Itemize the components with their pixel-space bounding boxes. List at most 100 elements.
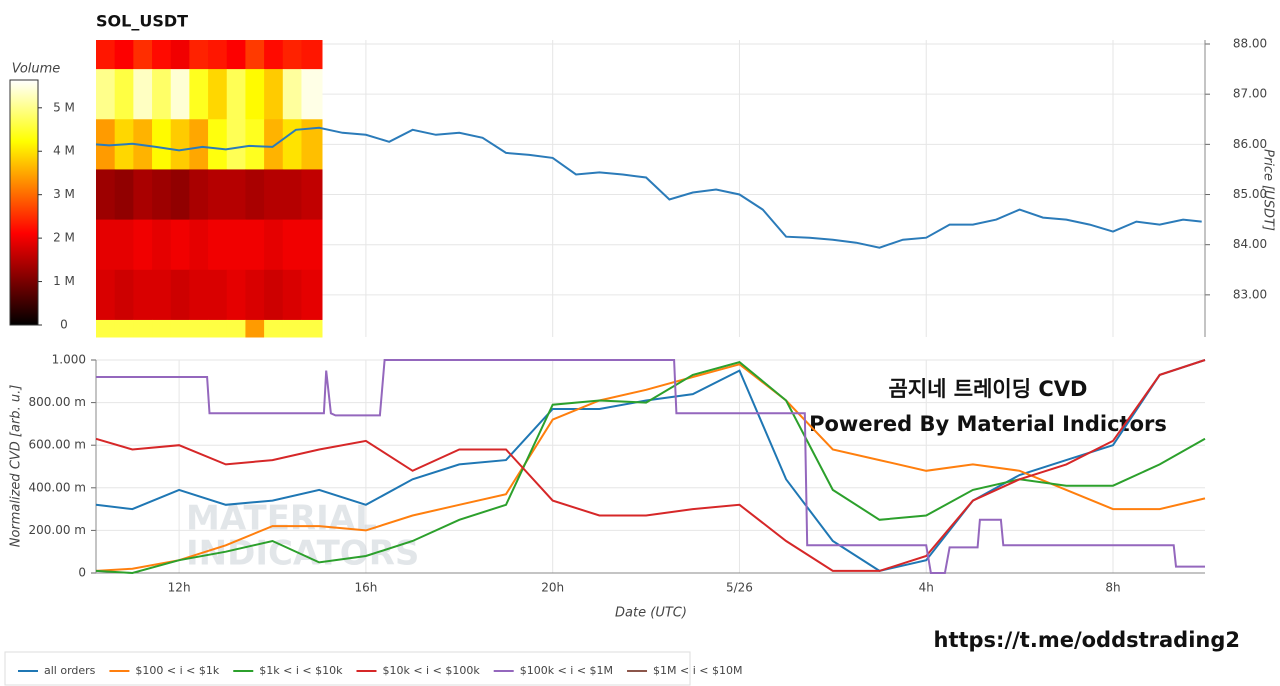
heatmap-cell bbox=[170, 319, 190, 338]
colorbar-tick-label: 1 M bbox=[53, 274, 75, 288]
heatmap-cell bbox=[152, 169, 172, 221]
legend-label: $10k < i < $100k bbox=[382, 664, 480, 677]
heatmap-cell bbox=[114, 319, 134, 338]
heatmap-cell bbox=[114, 219, 134, 271]
link[interactable]: https://t.me/oddstrading2 bbox=[934, 628, 1241, 652]
heatmap-cell bbox=[96, 319, 116, 338]
heatmap-cell bbox=[245, 219, 265, 271]
heatmap-cell bbox=[264, 69, 284, 120]
heatmap-cell bbox=[226, 319, 246, 338]
colorbar-title: Volume bbox=[12, 62, 61, 77]
heatmap-cell bbox=[114, 40, 134, 70]
heatmap-cell bbox=[208, 269, 228, 321]
heatmap-cell bbox=[301, 319, 323, 338]
legend bbox=[4, 651, 691, 686]
colorbar-tick-label: 0 bbox=[60, 318, 68, 332]
heatmap-cell bbox=[208, 169, 228, 221]
heatmap-cell bbox=[133, 40, 153, 70]
heatmap-cell bbox=[152, 119, 172, 170]
heatmap-cell bbox=[96, 269, 116, 321]
y-tick-label: 86.00 bbox=[1233, 137, 1267, 151]
heatmap-cell bbox=[96, 40, 116, 70]
heatmap-cell bbox=[301, 269, 323, 321]
heatmap-cell bbox=[170, 269, 190, 321]
heatmap-cell bbox=[226, 119, 246, 170]
colorbar-tick-label: 3 M bbox=[53, 187, 75, 201]
heatmap-cell bbox=[264, 219, 284, 271]
y-axis-label: Normalized CVD [arb. u.] bbox=[9, 385, 24, 548]
y-axis-label: Price [USDT] bbox=[1261, 149, 1276, 231]
heatmap-cell bbox=[208, 69, 228, 120]
cvd-line bbox=[95, 359, 1206, 572]
heatmap-cell bbox=[152, 269, 172, 321]
heatmap-cell bbox=[245, 169, 265, 221]
heatmap-cell bbox=[264, 269, 284, 321]
heatmap-cell bbox=[226, 169, 246, 221]
heatmap-cell bbox=[282, 219, 302, 271]
colorbar-tick-label: 4 M bbox=[53, 144, 75, 158]
y-tick-label: 87.00 bbox=[1233, 87, 1267, 101]
heatmap-cell bbox=[133, 319, 153, 338]
cvd-line bbox=[96, 359, 1205, 574]
heatmap-cell bbox=[226, 269, 246, 321]
x-axis-label: Date (UTC) bbox=[615, 606, 687, 621]
colorbar-tick-label: 2 M bbox=[53, 231, 75, 245]
heatmap-cell bbox=[301, 119, 323, 170]
heatmap-cell bbox=[282, 40, 302, 70]
heatmap-cell bbox=[208, 119, 228, 170]
price-line bbox=[95, 126, 1202, 249]
cvd-line bbox=[95, 359, 1206, 572]
x-tick-label: 4h bbox=[919, 581, 934, 595]
heatmap-cell bbox=[189, 219, 209, 271]
heatmap-cell bbox=[226, 40, 246, 70]
watermark: MATERIAL bbox=[186, 499, 377, 539]
legend-label: all orders bbox=[44, 664, 96, 677]
heatmap-cell bbox=[264, 319, 284, 338]
x-tick-label: 5/26 bbox=[726, 581, 753, 595]
heatmap-cell bbox=[96, 169, 116, 221]
heatmap-cell bbox=[245, 40, 265, 70]
heatmap-cell bbox=[264, 40, 284, 70]
heatmap-cell bbox=[264, 169, 284, 221]
y-tick-label: 0 bbox=[78, 566, 86, 580]
heatmap-cell bbox=[208, 219, 228, 271]
heatmap-cell bbox=[189, 69, 209, 120]
heatmap-cell bbox=[170, 40, 190, 70]
heatmap-cell bbox=[133, 269, 153, 321]
y-tick-label: 600.00 m bbox=[29, 438, 87, 452]
y-tick-label: 200.00 m bbox=[29, 523, 87, 537]
chart-title: SOL_USDT bbox=[96, 12, 188, 31]
x-tick-label: 8h bbox=[1105, 581, 1120, 595]
heatmap-cell bbox=[133, 169, 153, 221]
heatmap-cell bbox=[170, 69, 190, 120]
heatmap-cell bbox=[245, 119, 265, 170]
colorbar bbox=[9, 79, 39, 326]
y-tick-label: 1.000 bbox=[52, 353, 86, 367]
heatmap-cell bbox=[152, 219, 172, 271]
heatmap-cell bbox=[170, 219, 190, 271]
heatmap-cell bbox=[301, 40, 323, 70]
y-tick-label: 800.00 m bbox=[29, 395, 87, 409]
annotation: 곰지네 트레이딩 CVD bbox=[889, 377, 1088, 401]
heatmap-cell bbox=[245, 269, 265, 321]
heatmap-cell bbox=[245, 69, 265, 120]
heatmap-cell bbox=[189, 119, 209, 170]
watermark: INDICATORS bbox=[186, 534, 419, 574]
y-tick-label: 400.00 m bbox=[29, 480, 87, 494]
x-tick-label: 16h bbox=[354, 581, 377, 595]
y-tick-label: 84.00 bbox=[1233, 237, 1267, 251]
heatmap-cell bbox=[96, 69, 116, 120]
x-tick-label: 20h bbox=[541, 581, 564, 595]
legend-label: $1M < i < $10M bbox=[653, 664, 742, 677]
heatmap-cell bbox=[208, 319, 228, 338]
heatmap-cell bbox=[282, 119, 302, 170]
heatmap-cell bbox=[189, 40, 209, 70]
heatmap-cell bbox=[114, 269, 134, 321]
y-tick-label: 85.00 bbox=[1233, 187, 1267, 201]
heatmap-cell bbox=[152, 69, 172, 120]
heatmap-cell bbox=[133, 69, 153, 120]
heatmap-cell bbox=[114, 69, 134, 120]
heatmap-cell bbox=[282, 319, 302, 338]
